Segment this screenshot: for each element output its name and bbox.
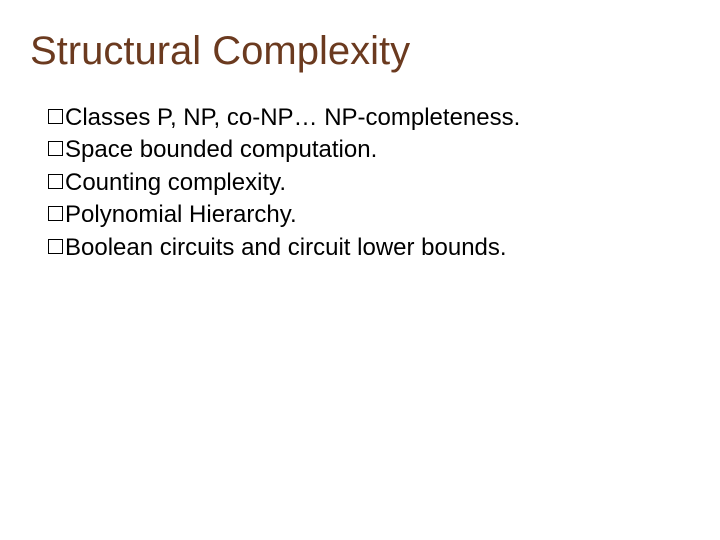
bullet-text: Counting complexity.	[65, 167, 286, 199]
square-bullet-icon	[48, 206, 63, 221]
bullet-text: Polynomial Hierarchy.	[65, 199, 297, 231]
bullet-text: Boolean circuits and circuit lower bound…	[65, 232, 507, 264]
list-item: Space bounded computation.	[48, 134, 690, 166]
square-bullet-icon	[48, 174, 63, 189]
list-item: Classes P, NP, co-NP… NP-completeness.	[48, 102, 690, 134]
list-item: Boolean circuits and circuit lower bound…	[48, 232, 690, 264]
list-item: Counting complexity.	[48, 167, 690, 199]
bullet-list: Classes P, NP, co-NP… NP-completeness. S…	[48, 102, 690, 264]
square-bullet-icon	[48, 239, 63, 254]
bullet-text: Space bounded computation.	[65, 134, 377, 166]
slide-title: Structural Complexity	[30, 28, 690, 74]
square-bullet-icon	[48, 109, 63, 124]
slide: Structural Complexity Classes P, NP, co-…	[0, 0, 720, 540]
square-bullet-icon	[48, 141, 63, 156]
bullet-text: Classes P, NP, co-NP… NP-completeness.	[65, 102, 520, 134]
list-item: Polynomial Hierarchy.	[48, 199, 690, 231]
